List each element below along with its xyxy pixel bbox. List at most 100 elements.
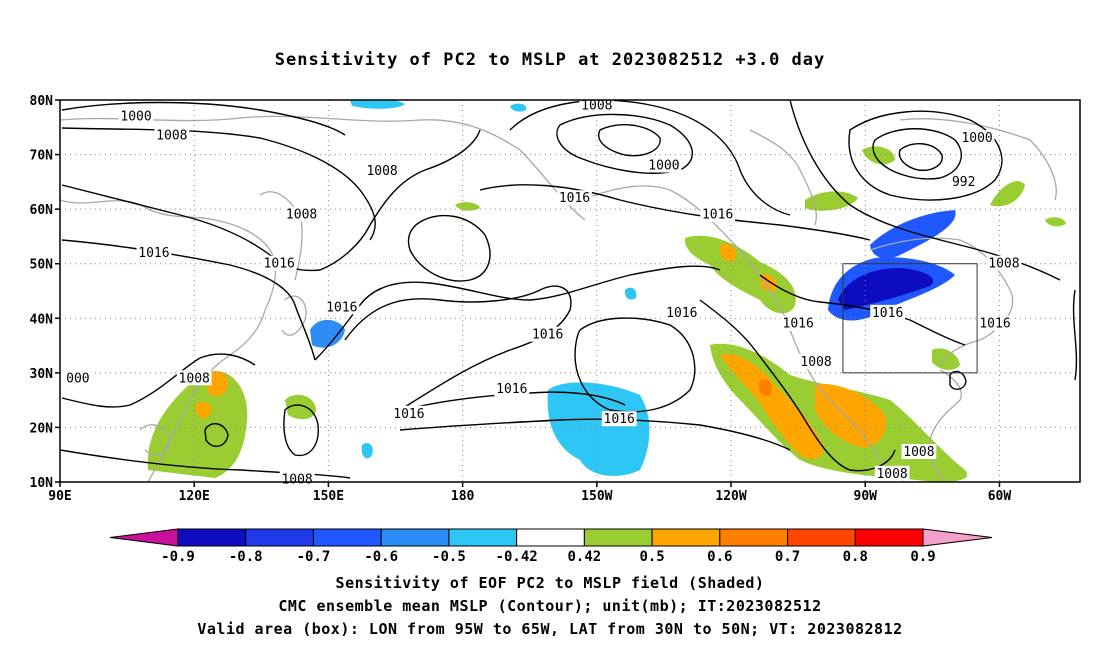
- coastline: [929, 369, 962, 482]
- contour-line: [848, 110, 1003, 201]
- contour-line: [872, 128, 962, 180]
- coastline: [869, 237, 1014, 366]
- contour-label-bg: [284, 206, 319, 222]
- map-frame: [59, 99, 1081, 483]
- contour-label-bg: [176, 370, 212, 386]
- lon-label: 120E: [179, 489, 210, 504]
- shade-blob: [195, 402, 212, 419]
- contour-label: 1008: [179, 371, 210, 386]
- colorbar-label: -0.42: [496, 549, 538, 565]
- graticule: [60, 100, 1080, 482]
- lon-label: 150E: [313, 489, 344, 504]
- contour-label: 1016: [783, 317, 814, 332]
- colorbar-label: -0.7: [297, 549, 331, 565]
- colorbar-bin: [719, 528, 789, 547]
- contour-label: 1016: [532, 328, 563, 343]
- colorbar-bin: [380, 528, 450, 547]
- colorbar-bin: [854, 528, 924, 547]
- lon-label: 90E: [48, 489, 71, 504]
- lat-label: 70N: [30, 149, 54, 164]
- shade-blob: [815, 384, 887, 448]
- contour-line: [61, 127, 376, 241]
- colorbar-bin: [787, 528, 856, 547]
- contour-label: 1008: [156, 128, 187, 143]
- contour-label-bg: [959, 130, 995, 146]
- contour-label: 1016: [326, 300, 357, 315]
- contour-label-bg: [977, 315, 1013, 331]
- shade-blob: [310, 319, 345, 348]
- colorbar-label: -0.9: [161, 549, 195, 565]
- caption-line-2: CMC ensemble mean MSLP (Contour); unit(m…: [278, 597, 822, 615]
- shade-blob: [990, 181, 1025, 207]
- contour-label: 1008: [876, 467, 907, 482]
- contour-line: [574, 317, 696, 413]
- lat-label: 20N: [30, 421, 54, 436]
- colorbar-label: -0.8: [229, 549, 263, 565]
- lat-label: 30N: [30, 367, 54, 382]
- shade-blob: [510, 103, 527, 112]
- contour-label-bg: [874, 465, 910, 481]
- map-title: Sensitivity of PC2 to MSLP at 2023082512…: [274, 50, 826, 70]
- colorbar: -0.9 -0.8 -0.7 -0.6 -0.5 -0.42 0.42 0.5 0.6 0.7 0.…: [109, 528, 993, 565]
- colorbar-high-arrow: [922, 528, 993, 547]
- contour-label: 1016: [559, 191, 590, 206]
- contour-line: [898, 143, 943, 172]
- contour-line: [407, 214, 491, 282]
- colorbar-bin: [245, 528, 314, 547]
- contour-label-bg: [780, 315, 816, 331]
- shade-blob: [285, 394, 316, 420]
- contour-label-bg: [579, 97, 615, 113]
- colorbar-low-arrow: [109, 528, 179, 547]
- contour-label-bg: [118, 108, 154, 124]
- lat-label: 10N: [30, 476, 54, 491]
- contour-label-bg: [700, 206, 736, 222]
- contour-label: 1000: [648, 158, 679, 173]
- contour-line: [479, 184, 871, 241]
- contour-label: 1016: [496, 382, 527, 397]
- contour-labels: 1000 1008 1008 1000 1000 992 1008 1016 1016 1016 1…: [64, 97, 1022, 487]
- contour-line: [949, 370, 967, 390]
- lon-label: 150W: [581, 489, 612, 504]
- colorbar-label: -0.6: [364, 549, 398, 565]
- shade-blob: [932, 348, 960, 370]
- caption-line-3: Valid area (box): LON from 95W to 65W, L…: [197, 620, 903, 638]
- shade-blob: [720, 354, 824, 460]
- colorbar-bin: [448, 528, 518, 547]
- shade-blob: [805, 191, 858, 211]
- contour-label: 1008: [988, 257, 1019, 272]
- colorbar-label: -0.5: [432, 549, 466, 565]
- shade-blob: [870, 210, 956, 259]
- colorbar-bin: [312, 528, 382, 547]
- contour-line: [60, 449, 351, 479]
- contour-line: [314, 265, 721, 361]
- contour-label-bg: [601, 411, 637, 427]
- lat-label: 40N: [30, 312, 54, 327]
- contour-line: [204, 423, 229, 447]
- colorbar-label: 0.7: [775, 549, 800, 565]
- contour-label: 1016: [604, 412, 635, 427]
- contour-label: 1008: [281, 472, 312, 487]
- shade-blob: [719, 243, 737, 262]
- coastline: [281, 295, 307, 336]
- contour-label: 1016: [872, 306, 903, 321]
- colorbar-label: 0.9: [910, 549, 935, 565]
- contour-label: 1008: [800, 355, 831, 370]
- shade-blob: [758, 379, 772, 396]
- contour-line: [394, 391, 626, 413]
- contour-label: 1000: [120, 109, 151, 124]
- contour-label-bg: [664, 304, 700, 320]
- contour-line: [598, 124, 661, 157]
- contour-label-bg: [154, 127, 190, 143]
- lon-label: 120W: [715, 489, 746, 504]
- shade-blob: [547, 382, 650, 476]
- lat-axis-labels: 80N 70N 60N 50N 40N 30N 20N 10N: [30, 94, 60, 491]
- contour-label: 1016: [979, 317, 1010, 332]
- coastline: [749, 129, 817, 226]
- contour-label: 1008: [581, 98, 612, 113]
- contour-label-bg: [64, 370, 92, 386]
- contour-label: 1016: [666, 306, 697, 321]
- contour-label: 1016: [702, 208, 733, 223]
- shade-blob: [862, 146, 895, 165]
- contour-label-bg: [986, 255, 1022, 271]
- contour-label-bg: [557, 190, 592, 206]
